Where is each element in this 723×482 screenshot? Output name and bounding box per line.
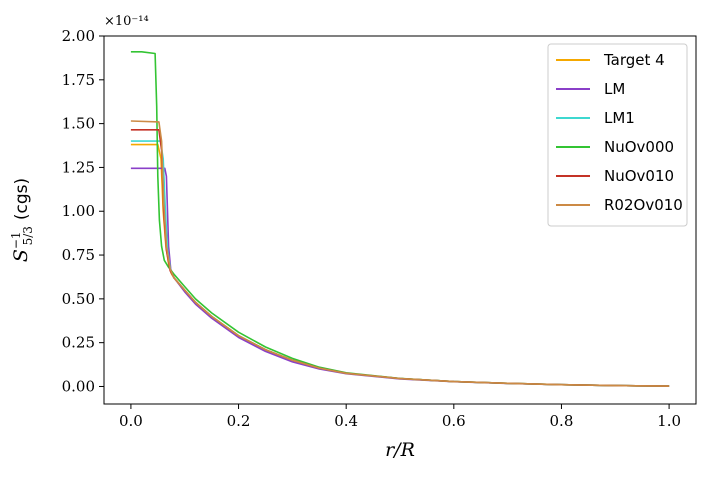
plot-frame (103, 35, 697, 405)
legend-label: LM (604, 80, 625, 98)
y-label-superscript: −1 (9, 231, 23, 249)
y-label-symbol: S (10, 249, 32, 262)
x-axis-ticks: 0.0 0.2 0.4 0.6 0.8 1.0 (119, 404, 681, 430)
y-axis-label: S−15/3 (cgs) (9, 178, 35, 262)
x-tick-label: 0.2 (227, 412, 251, 430)
y-tick-label: 0.75 (62, 246, 95, 264)
legend-label: Target 4 (603, 51, 665, 69)
x-tick-label: 0.4 (334, 412, 358, 430)
y-axis-multiplier: ×10⁻¹⁴ (104, 14, 149, 29)
x-axis-label: r/R (385, 439, 415, 461)
legend: Target 4 LM LM1 NuOv000 NuOv010 R02Ov010 (547, 43, 688, 227)
x-tick-label: 0.8 (550, 412, 574, 430)
y-tick-label: 1.00 (62, 202, 95, 220)
y-tick-label: 1.25 (62, 158, 95, 176)
legend-label: NuOv000 (604, 138, 674, 156)
y-label-subscript: 5/3 (21, 226, 35, 245)
legend-label: R02Ov010 (604, 196, 683, 214)
x-tick-label: 0.0 (119, 412, 143, 430)
y-tick-label: 0.00 (62, 377, 95, 395)
y-axis-ticks: 0.00 0.25 0.50 0.75 1.00 1.25 1.50 1.75 2.00 (62, 27, 104, 395)
x-tick-label: 0.6 (442, 412, 466, 430)
svg-text:S−15/3(cgs): S−15/3 (cgs) (9, 178, 35, 262)
y-tick-label: 0.50 (62, 290, 95, 308)
y-tick-label: 1.75 (62, 71, 95, 89)
y-tick-label: 2.00 (62, 27, 95, 45)
series-layer (130, 51, 670, 387)
legend-label: NuOv010 (604, 167, 674, 185)
y-tick-label: 0.25 (62, 334, 95, 352)
y-tick-label: 1.50 (62, 115, 95, 133)
y-label-unit: (cgs) (12, 178, 32, 220)
legend-label: LM1 (604, 109, 635, 127)
series-line-6 (130, 120, 670, 387)
x-tick-label: 1.0 (657, 412, 681, 430)
